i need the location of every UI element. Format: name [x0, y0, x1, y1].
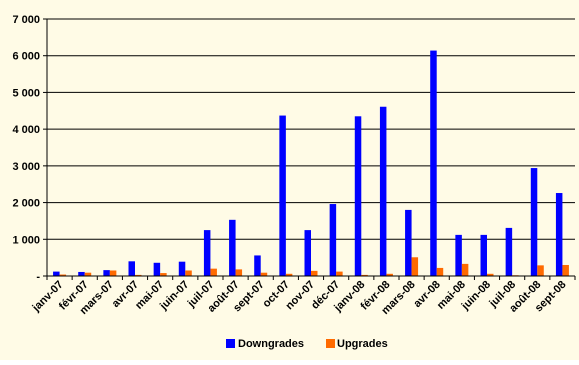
bar-upgrades	[311, 270, 318, 276]
bar-downgrades	[480, 234, 487, 276]
bar-downgrades	[530, 168, 538, 276]
y-tick-label: 2 000	[12, 198, 40, 210]
bar-upgrades	[436, 267, 444, 276]
legend-label-upgrades: Upgrades	[337, 338, 388, 350]
y-tick-label: -	[36, 271, 40, 283]
bar-downgrades	[254, 255, 261, 276]
axes	[46, 19, 575, 277]
bar-downgrades	[379, 106, 387, 276]
bar-downgrades	[229, 219, 236, 276]
bar-upgrades	[411, 257, 419, 276]
y-tick-label: 4 000	[12, 124, 40, 136]
bar-downgrades	[405, 209, 412, 276]
legend-label-downgrades: Downgrades	[238, 338, 304, 350]
bar-upgrades	[84, 272, 92, 276]
y-axis-ticks: - 1 000 2 000 3 000 4 000 5 000 6 000 7 000	[12, 14, 47, 283]
bar-downgrades	[178, 261, 186, 276]
bar-downgrades	[103, 270, 110, 276]
bar-upgrades	[210, 268, 217, 276]
bar-downgrades	[329, 204, 337, 276]
bar-downgrades	[505, 227, 513, 276]
y-tick-label: 6 000	[12, 51, 40, 63]
bar-upgrades	[260, 272, 268, 276]
bar-upgrades	[160, 273, 167, 276]
x-axis-ticks: janv-07févr-07mars-07avr-07mai-07juin-07…	[30, 276, 576, 317]
bar-upgrades	[336, 271, 343, 276]
bar-downgrades	[430, 50, 437, 277]
bar-upgrades	[562, 264, 569, 276]
bar-upgrades	[361, 274, 368, 276]
bar-upgrades	[386, 273, 393, 276]
bar-upgrades	[235, 269, 243, 276]
bar-downgrades	[153, 262, 161, 276]
legend-swatch-upgrades	[326, 339, 335, 348]
gridlines	[47, 18, 575, 240]
bar-downgrades	[279, 115, 286, 277]
bars	[53, 50, 569, 277]
legend: Downgrades Upgrades	[226, 338, 388, 350]
bar-downgrades	[304, 230, 311, 276]
y-tick-label: 1 000	[12, 234, 40, 246]
bar-upgrades	[285, 273, 293, 276]
y-tick-label: 5 000	[12, 87, 40, 99]
bar-downgrades	[354, 116, 362, 277]
bar-downgrades	[555, 193, 563, 276]
y-tick-label: 3 000	[12, 161, 40, 173]
legend-swatch-downgrades	[226, 339, 235, 348]
y-tick-label: 7 000	[12, 14, 40, 26]
bar-upgrades	[135, 274, 142, 276]
bar-downgrades	[203, 230, 211, 276]
bar-downgrades	[128, 261, 135, 276]
bar-downgrades	[455, 234, 462, 276]
bar-downgrades	[78, 271, 85, 276]
x-tick-label: janv-07	[30, 279, 66, 315]
bar-upgrades	[185, 270, 192, 276]
bar-upgrades	[109, 270, 117, 276]
bar-upgrades	[487, 273, 494, 276]
bar-upgrades	[59, 274, 67, 276]
bar-upgrades	[537, 265, 544, 276]
bar-downgrades	[53, 271, 60, 276]
bar-upgrades	[461, 263, 469, 276]
